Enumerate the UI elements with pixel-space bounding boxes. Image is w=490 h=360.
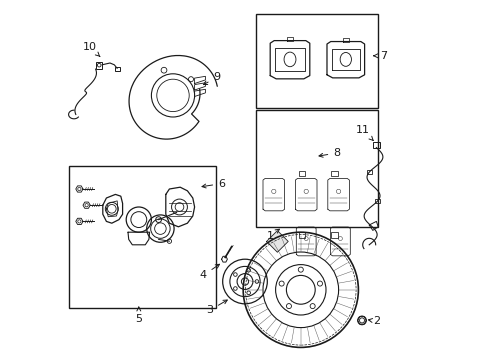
Bar xyxy=(97,62,102,69)
Bar xyxy=(331,233,338,238)
Bar xyxy=(256,110,378,227)
Text: 7: 7 xyxy=(374,51,387,61)
Text: 10: 10 xyxy=(82,42,100,57)
Polygon shape xyxy=(267,231,288,252)
Text: 1: 1 xyxy=(267,229,279,241)
Text: 9: 9 xyxy=(203,72,220,85)
Bar xyxy=(299,233,305,238)
Bar xyxy=(116,67,120,71)
Text: 3: 3 xyxy=(206,300,227,315)
Text: 8: 8 xyxy=(319,148,341,158)
Text: 5: 5 xyxy=(135,307,142,324)
Text: 4: 4 xyxy=(200,264,220,280)
Bar xyxy=(373,142,380,148)
Bar xyxy=(69,166,216,308)
Text: 6: 6 xyxy=(202,179,225,189)
Bar xyxy=(367,170,372,174)
Bar xyxy=(375,199,380,203)
Bar xyxy=(256,14,378,108)
Bar xyxy=(299,171,305,176)
Text: 2: 2 xyxy=(368,316,380,326)
Text: 11: 11 xyxy=(356,125,373,140)
Bar xyxy=(331,171,338,176)
